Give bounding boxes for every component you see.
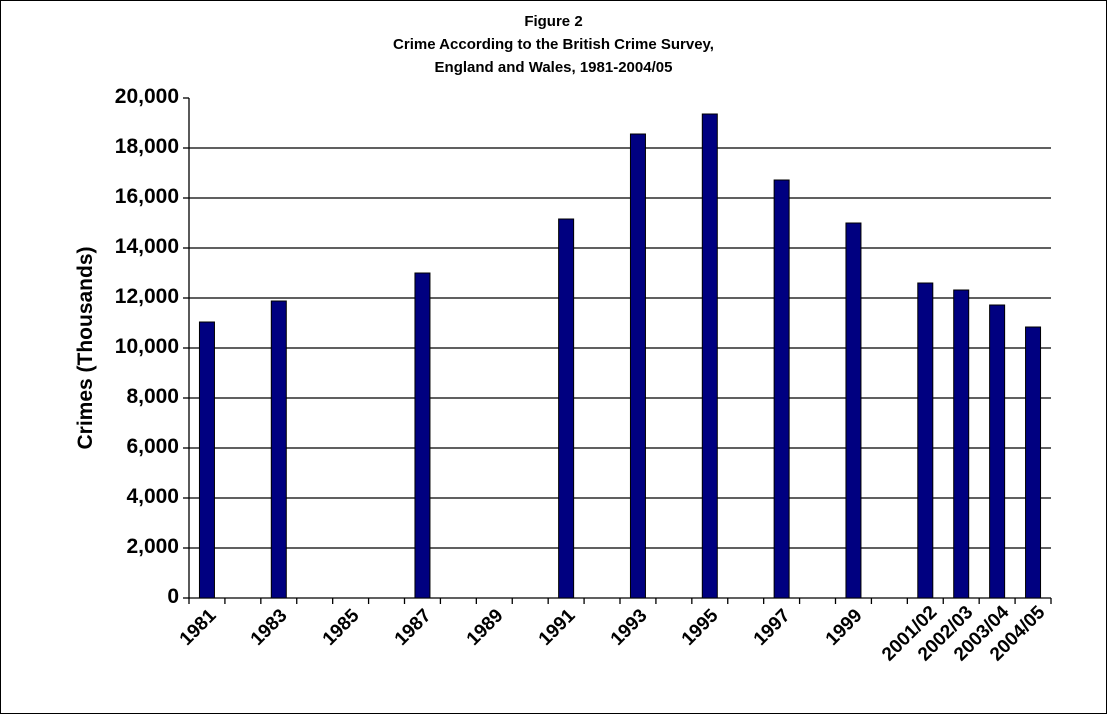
bar-1981	[198, 321, 215, 599]
y-tick-label: 16,000	[114, 185, 179, 208]
y-tick-label: 2,000	[126, 535, 179, 558]
chart-subtitle-line-1: Crime According to the British Crime Sur…	[393, 36, 714, 53]
y-tick-label: 18,000	[114, 135, 179, 158]
y-tick-label: 8,000	[126, 385, 179, 408]
chart-subtitle-line-2: England and Wales, 1981-2004/05	[434, 59, 673, 76]
bar-1991	[558, 218, 575, 599]
bar-1983	[270, 300, 287, 599]
bar-1987	[414, 272, 431, 599]
y-tick-label: 12,000	[114, 285, 179, 308]
bar-2003/04	[989, 304, 1006, 599]
bar-2002/03	[953, 289, 970, 599]
y-tick-label: 0	[167, 585, 179, 608]
bar-2004/05	[1025, 326, 1042, 599]
bar-2001/02	[917, 282, 934, 599]
bar-1993	[629, 133, 646, 599]
chart-title: Figure 2	[524, 13, 583, 30]
y-tick-label: 4,000	[126, 485, 179, 508]
bar-1995	[701, 113, 718, 599]
y-tick-label: 10,000	[114, 335, 179, 358]
bar-1997	[773, 179, 790, 599]
y-tick-label: 6,000	[126, 435, 179, 458]
y-tick-label: 14,000	[114, 235, 179, 258]
bar-1999	[845, 222, 862, 599]
y-tick-label: 20,000	[114, 85, 179, 108]
